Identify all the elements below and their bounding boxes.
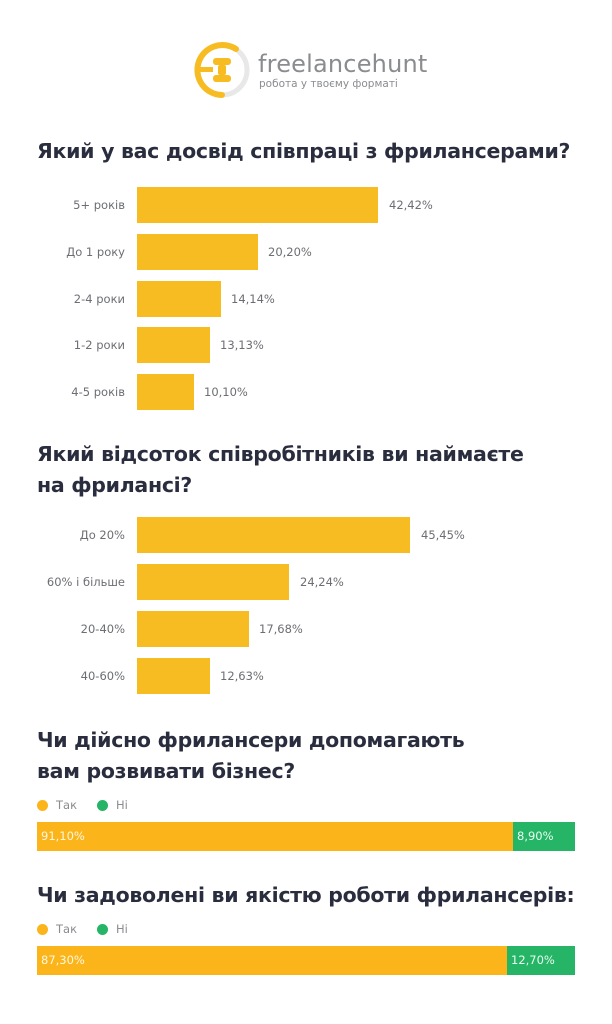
stacked-bar-satisfaction: 87,30% 12,70% xyxy=(37,946,575,975)
value-label: 45,45% xyxy=(421,528,465,542)
value-label: 10,10% xyxy=(204,385,248,399)
bar xyxy=(137,564,289,600)
category-label: До 20% xyxy=(79,528,125,542)
section-2-title-line-1: Який відсоток співробітників ви наймаєте xyxy=(37,442,524,466)
value-label: 17,68% xyxy=(259,622,303,636)
chart-row: 4-5 років 10,10% xyxy=(0,374,612,410)
yes-segment: 91,10% xyxy=(37,822,513,851)
bar xyxy=(137,234,258,270)
value-label: 20,20% xyxy=(268,245,312,259)
category-label: 60% і більше xyxy=(46,575,125,589)
legend-item-no: Ні xyxy=(97,922,128,936)
value-label: 14,14% xyxy=(231,292,275,306)
freelancehunt-logo-icon xyxy=(194,42,250,98)
value-label: 12,63% xyxy=(220,669,264,683)
legend-label: Так xyxy=(56,922,78,936)
yes-dot-icon xyxy=(37,799,48,811)
section-4-title: Чи задоволені ви якістю роботи фрилансер… xyxy=(37,883,575,907)
chart-row: 1-2 роки 13,13% xyxy=(0,327,612,363)
value-label: 24,24% xyxy=(300,575,344,589)
category-label: 20-40% xyxy=(80,622,125,636)
value-label: 42,42% xyxy=(389,198,433,212)
section-3-title: Чи дійсно фрилансери допомагають вам роз… xyxy=(37,725,465,787)
legend-label: Ні xyxy=(116,922,128,936)
no-segment: 12,70% xyxy=(507,946,575,975)
legend-item-yes: Так xyxy=(37,798,77,812)
chart-row: 40-60% 12,63% xyxy=(0,658,612,694)
chart-row: До 20% 45,45% xyxy=(0,517,612,553)
category-label: До 1 року xyxy=(66,245,125,259)
bar xyxy=(137,658,210,694)
yes-dot-icon xyxy=(37,923,48,935)
bar xyxy=(137,327,210,363)
legend-label: Ні xyxy=(116,798,128,812)
stacked-bar-business-help: 91,10% 8,90% xyxy=(37,822,575,851)
legend: Так Ні xyxy=(37,797,148,813)
bar xyxy=(137,281,221,317)
chart-row: 60% і більше 24,24% xyxy=(0,564,612,600)
legend: Так Ні xyxy=(37,921,148,937)
category-label: 4-5 років xyxy=(71,385,125,399)
logo-name: freelancehunt xyxy=(258,50,428,78)
chart-row: 2-4 роки 14,14% xyxy=(0,281,612,317)
no-dot-icon xyxy=(97,799,109,811)
no-segment: 8,90% xyxy=(513,822,575,851)
bar xyxy=(137,187,378,223)
category-label: 40-60% xyxy=(80,669,125,683)
value-label: 13,13% xyxy=(220,338,264,352)
section-2-title: Який відсоток співробітників ви наймаєте… xyxy=(37,439,524,501)
category-label: 5+ років xyxy=(73,198,125,212)
chart-row: 20-40% 17,68% xyxy=(0,611,612,647)
freelancehunt-logo: freelancehunt робота у твоєму форматі xyxy=(192,40,432,102)
no-dot-icon xyxy=(97,923,109,935)
legend-item-yes: Так xyxy=(37,922,77,936)
legend-label: Так xyxy=(56,798,78,812)
logo-tagline: робота у твоєму форматі xyxy=(259,78,398,90)
yes-segment: 87,30% xyxy=(37,946,507,975)
category-label: 1-2 роки xyxy=(73,338,125,352)
section-1-title: Який у вас досвід співпраці з фрилансера… xyxy=(37,139,571,163)
section-3-title-line-2: вам розвивати бізнес? xyxy=(37,759,295,783)
section-2-title-line-2: на фрилансі? xyxy=(37,473,192,497)
legend-item-no: Ні xyxy=(97,798,128,812)
bar xyxy=(137,611,249,647)
section-3-title-line-1: Чи дійсно фрилансери допомагають xyxy=(37,728,465,752)
bar xyxy=(137,517,410,553)
chart-row: 5+ років 42,42% xyxy=(0,187,612,223)
category-label: 2-4 роки xyxy=(73,292,125,306)
bar xyxy=(137,374,194,410)
chart-row: До 1 року 20,20% xyxy=(0,234,612,270)
